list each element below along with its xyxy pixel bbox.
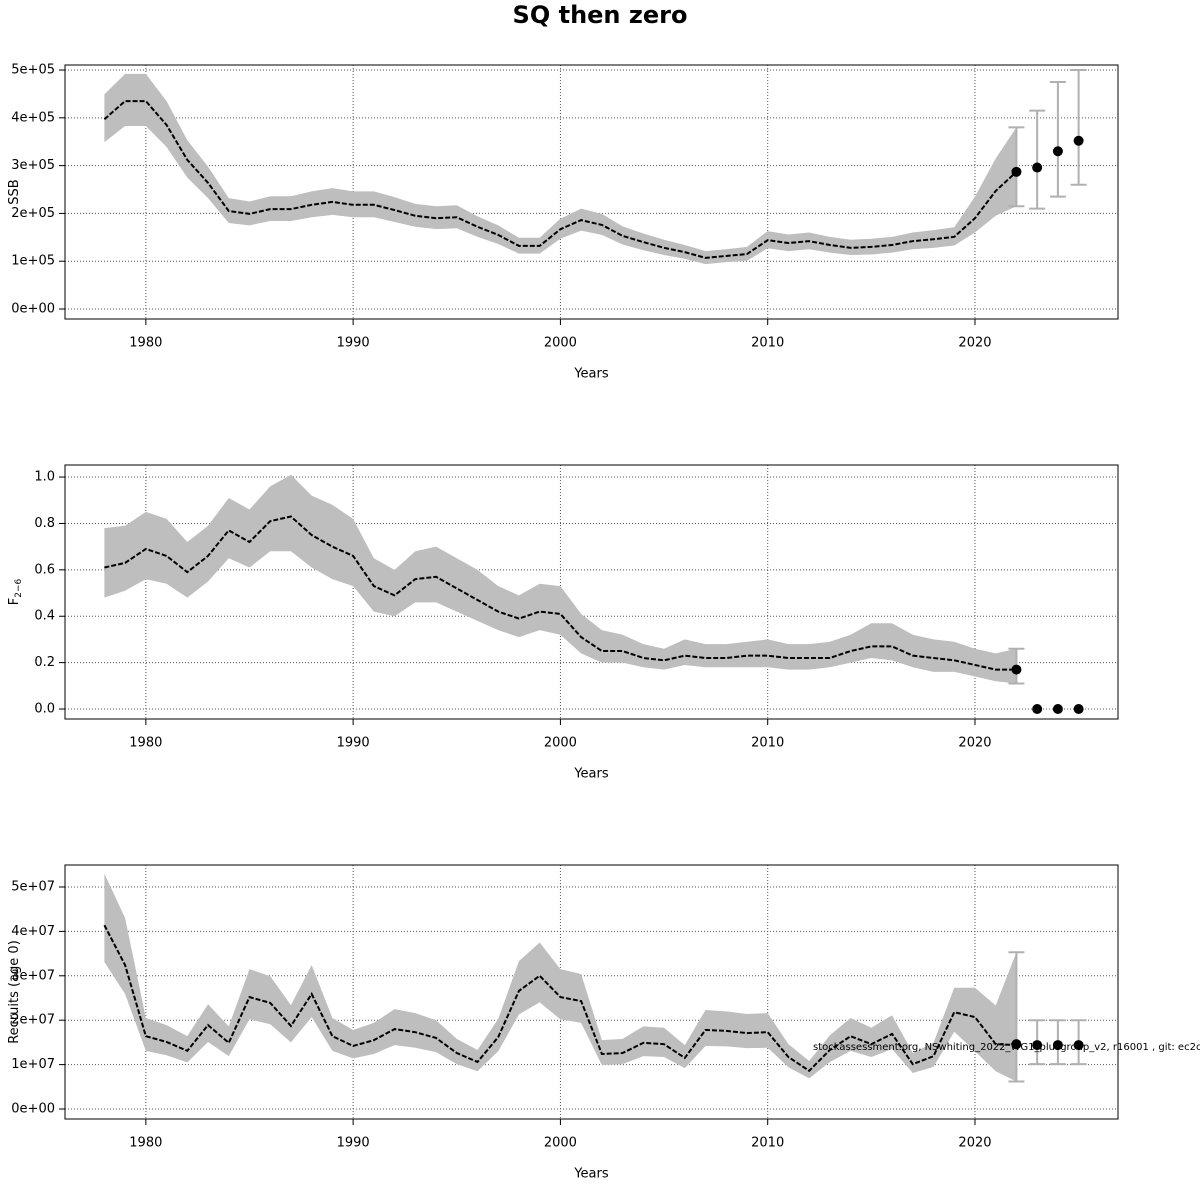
y-tick-label: 0.4 [34,609,55,624]
estimate-line [103,924,1017,1073]
x-tick-label: 1980 [129,1136,162,1151]
y-axis-label: Recruits (age 0) [7,940,22,1044]
x-tick-label: 2020 [958,1136,991,1151]
watermark: stockassessment.org, NSwhiting_2022_WG1_… [813,1042,1200,1053]
x-tick-label: 1980 [129,736,162,751]
x-tick-label: 2000 [544,336,577,351]
x-tick-label: 1990 [337,736,370,751]
x-tick-label: 2000 [544,1136,577,1151]
x-axis-label: Years [573,767,609,782]
y-tick-label: 4e+07 [11,924,55,939]
x-axis-label: Years [573,1167,609,1182]
forecast-point [1073,1040,1084,1051]
x-tick-label: 2000 [544,736,577,751]
y-tick-label: 1.0 [34,470,55,485]
forecast-point [1011,166,1022,177]
plot-frame [64,464,1119,720]
y-axis-label: SSB [7,179,22,204]
y-tick-label: 1e+05 [11,254,55,269]
y-axis-label-sub: 2−6 [14,578,24,597]
y-axis-label-main: Recruits (age 0) [7,940,22,1044]
chart-title: SQ then zero [513,1,688,29]
plot-frame [64,864,1119,1120]
y-axis-label-main: SSB [7,179,22,204]
x-tick-label: 2020 [958,736,991,751]
x-tick-label: 2010 [751,1136,784,1151]
y-tick-label: 0.2 [34,655,55,670]
y-tick-label: 5e+05 [11,63,55,78]
y-tick-label: 0.0 [34,702,55,717]
plot-frame [64,64,1119,320]
y-tick-label: 2e+07 [11,1013,55,1028]
y-tick-label: 3e+05 [11,158,55,173]
y-tick-label: 5e+07 [11,879,55,894]
x-tick-label: 2010 [751,336,784,351]
forecast-point [1073,704,1084,715]
y-tick-label: 0.6 [34,562,55,577]
confidence-band [104,73,1017,265]
x-tick-label: 2020 [958,336,991,351]
x-tick-label: 1990 [337,1136,370,1151]
estimate-line [103,100,1018,259]
y-tick-label: 0.8 [34,516,55,531]
forecast-point [1011,1039,1022,1050]
forecast-point [1032,704,1043,715]
y-tick-label: 0e+00 [11,1102,55,1117]
x-axis-label: Years [573,367,609,382]
y-tick-label: 2e+05 [11,206,55,221]
confidence-band [104,474,1017,684]
forecast-point [1011,664,1022,675]
y-tick-label: 4e+05 [11,110,55,125]
forecast-point [1073,135,1084,146]
y-tick-label: 1e+07 [11,1057,55,1072]
forecast-point [1052,704,1063,715]
forecast-point [1052,146,1063,157]
confidence-band [104,873,1017,1082]
y-axis-label: F2−6 [7,578,24,605]
x-tick-label: 2010 [751,736,784,751]
x-tick-label: 1980 [129,336,162,351]
forecast-point [1032,1040,1043,1051]
forecast-point [1032,162,1043,173]
y-tick-label: 0e+00 [11,302,55,317]
y-tick-label: 3e+07 [11,968,55,983]
x-tick-label: 1990 [337,336,370,351]
forecast-point [1052,1040,1063,1051]
y-axis-label-main: F [7,598,22,605]
